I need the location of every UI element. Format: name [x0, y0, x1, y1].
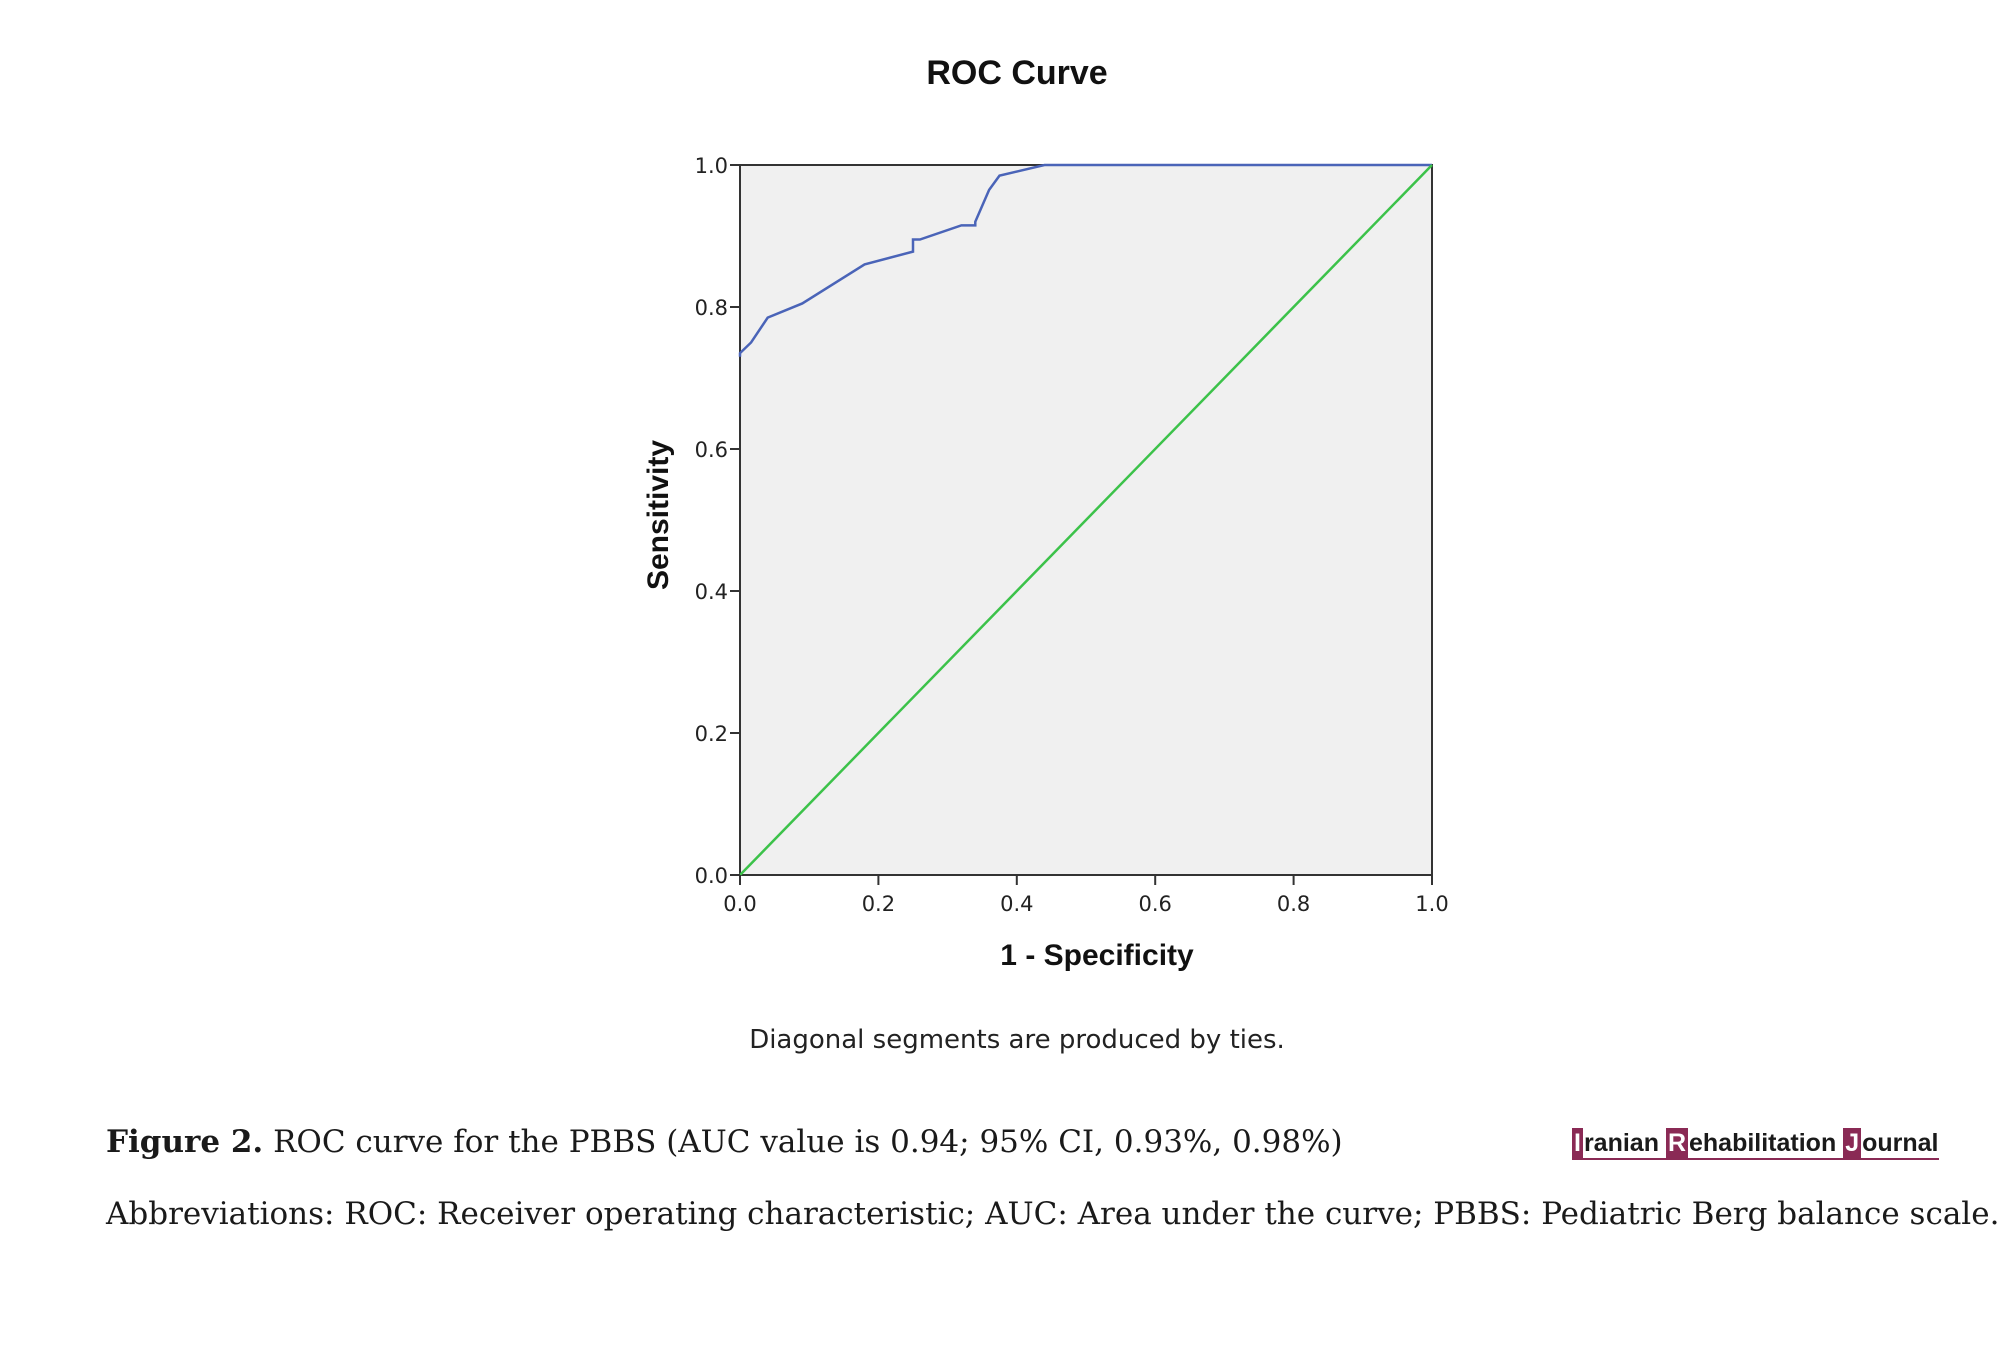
reference-diagonal-line: [739, 164, 1433, 876]
x-tick-label: 0.6: [1138, 892, 1171, 916]
x-tick-label: 0.4: [1000, 892, 1033, 916]
figure-label: Figure 2.: [106, 1124, 264, 1160]
journal-logo-r: R: [1665, 1128, 1688, 1158]
figure-caption: Figure 2. ROC curve for the PBBS (AUC va…: [106, 1124, 1343, 1160]
chart-note: Diagonal segments are produced by ties.: [749, 1025, 1285, 1055]
chart-title: ROC Curve: [926, 54, 1107, 92]
y-tick-label: 1.0: [695, 154, 728, 178]
journal-logo-ehabilitation: ehabilitation: [1689, 1129, 1844, 1157]
roc-curve-line: [738, 163, 1432, 357]
y-tick-label: 0.8: [695, 296, 728, 320]
x-tick-label: 0.2: [862, 892, 895, 916]
y-tick-label: 0.0: [695, 864, 728, 888]
y-axis-label: Sensitivity: [642, 440, 675, 590]
journal-logo-i: I: [1572, 1128, 1583, 1158]
roc-chart: ROC Curve 0.00.20.40.60.81.0 0.0 0.2 0.4 0.…: [642, 54, 1449, 1055]
y-axis: 0.0 0.2 0.4 0.6 0.8 1.0: [695, 154, 740, 888]
x-tick-label: 1.0: [1415, 892, 1448, 916]
x-axis: 0.0 0.2 0.4 0.6 0.8 1.0: [723, 875, 1449, 916]
journal-logo-ranian: ranian: [1583, 1129, 1666, 1157]
x-axis-label: 1 - Specificity: [1000, 939, 1194, 972]
y-tick-label: 0.4: [695, 580, 728, 604]
series-layer: [738, 163, 1433, 876]
figure-text: ROC curve for the PBBS (AUC value is 0.9…: [263, 1124, 1343, 1160]
abbreviations-caption: Abbreviations: ROC: Receiver operating c…: [106, 1196, 2000, 1232]
y-tick-label: 0.2: [695, 722, 728, 746]
y-tick-label: 0.6: [695, 438, 728, 462]
x-tick-label: 0.0: [723, 892, 756, 916]
x-tick-label: 0.8: [1277, 892, 1310, 916]
journal-logo-j: J: [1843, 1128, 1862, 1158]
journal-logo-ournal: ournal: [1862, 1129, 1939, 1157]
